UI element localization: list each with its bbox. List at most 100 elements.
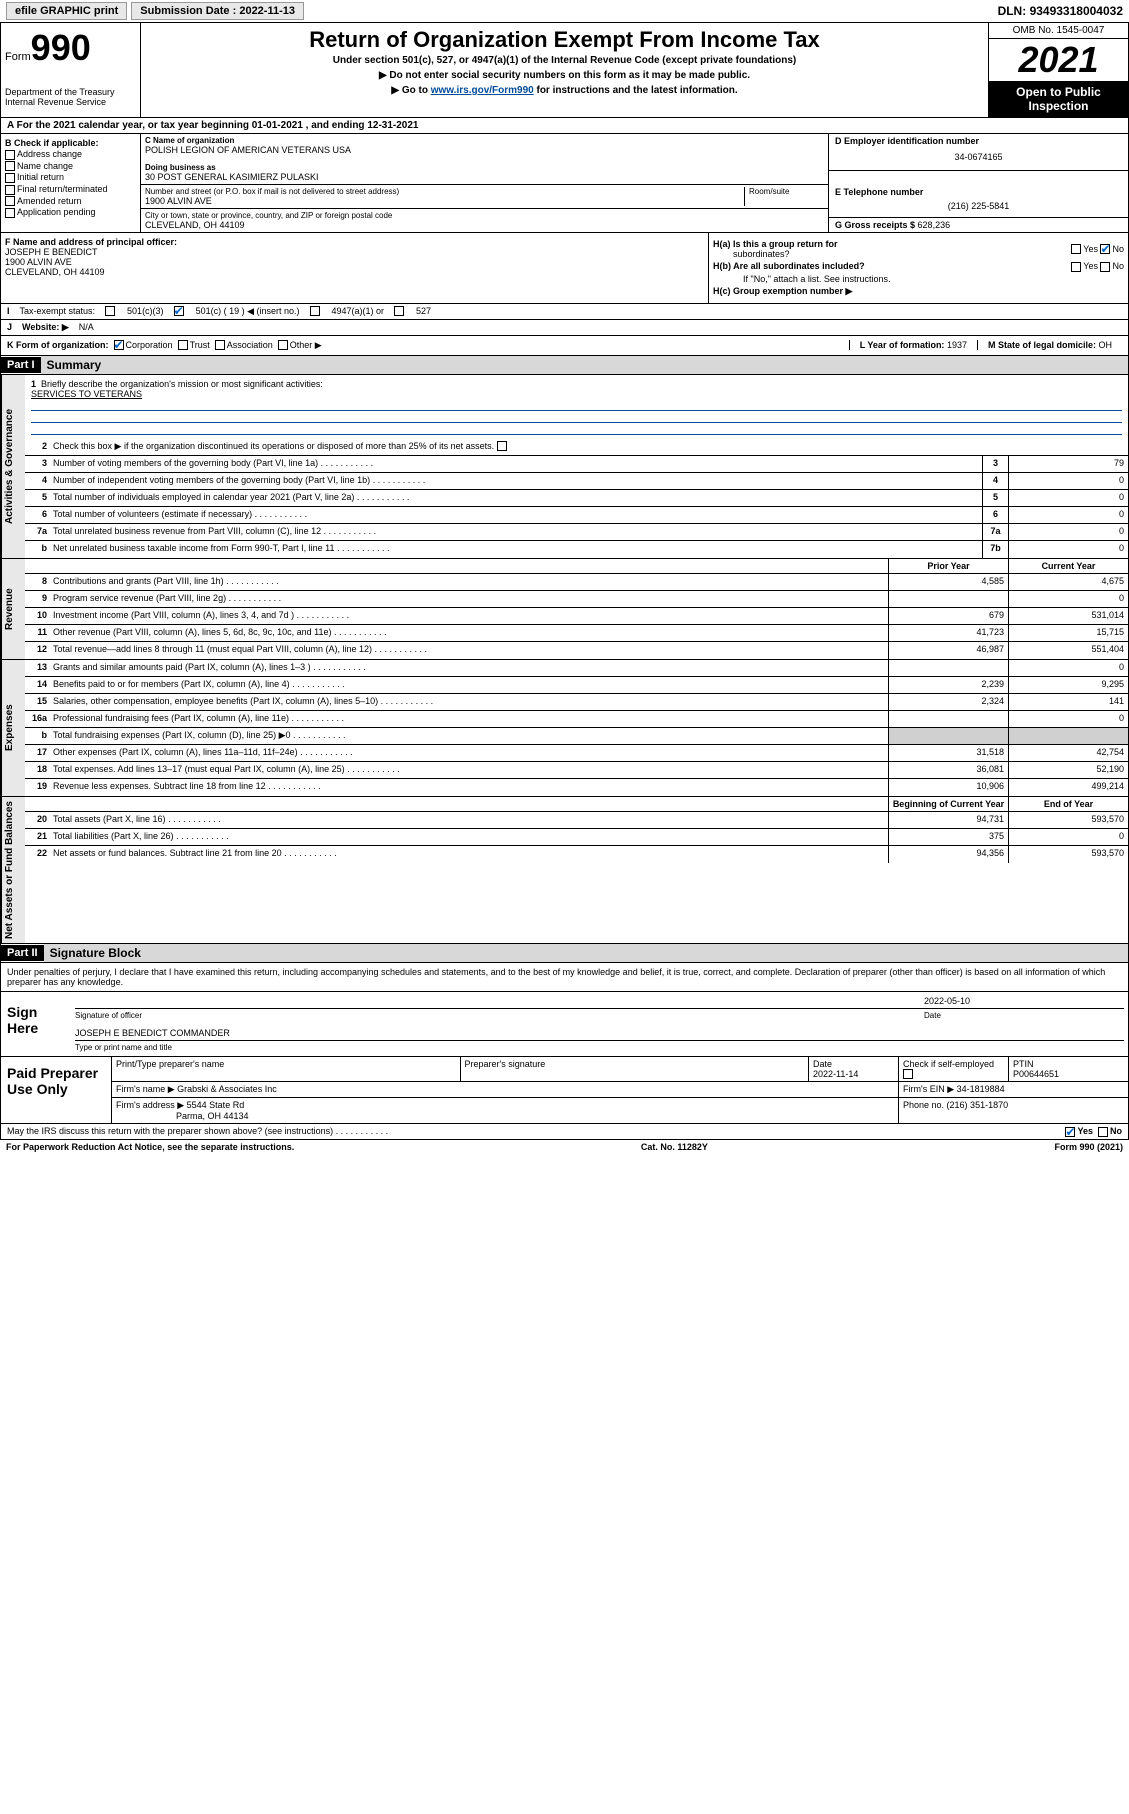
ha-sub: subordinates?: [733, 249, 790, 259]
i-row: I Tax-exempt status: 501(c)(3) 501(c) ( …: [0, 304, 1129, 320]
row-prior: 2,239: [888, 677, 1008, 693]
chk-initial-return[interactable]: Initial return: [5, 172, 136, 183]
row-prior: [888, 711, 1008, 727]
row-desc: Contributions and grants (Part VIII, lin…: [51, 574, 888, 590]
row-current: 4,675: [1008, 574, 1128, 590]
irs-link[interactable]: www.irs.gov/Form990: [431, 85, 534, 96]
row-desc: Professional fundraising fees (Part IX, …: [51, 711, 888, 727]
sig-officer-label: Signature of officer: [75, 1011, 924, 1020]
instruction-1: ▶ Do not enter social security numbers o…: [145, 70, 984, 81]
opt-501c: 501(c) ( 19 ) ◀ (insert no.): [196, 306, 300, 317]
row-current: 531,014: [1008, 608, 1128, 624]
firm-ein-value: 34-1819884: [957, 1084, 1005, 1094]
ha-yes-check[interactable]: [1071, 244, 1081, 254]
discuss-no-check[interactable]: [1098, 1127, 1108, 1137]
chk-corporation[interactable]: [114, 340, 124, 350]
chk-association[interactable]: [215, 340, 225, 350]
chk-trust[interactable]: [178, 340, 188, 350]
hb-no-check[interactable]: [1100, 262, 1110, 272]
row-desc: Total expenses. Add lines 13–17 (must eq…: [51, 762, 888, 778]
i-label: Tax-exempt status:: [20, 306, 96, 316]
revenue-section: Revenue Prior Year Current Year 8Contrib…: [0, 559, 1129, 660]
row-current: 52,190: [1008, 762, 1128, 778]
row-desc: Total fundraising expenses (Part IX, col…: [51, 728, 888, 744]
row-current: 593,570: [1008, 812, 1128, 828]
chk-amended-return[interactable]: Amended return: [5, 196, 136, 207]
row-desc: Other revenue (Part VIII, column (A), li…: [51, 625, 888, 641]
row-val: 0: [1008, 473, 1128, 489]
chk-527[interactable]: [394, 306, 404, 316]
officer-sub: Type or print name and title: [75, 1043, 1124, 1052]
ein-label: D Employer identification number: [835, 136, 1122, 146]
row-desc: Total number of individuals employed in …: [51, 490, 982, 506]
city-row: City or town, state or province, country…: [141, 209, 828, 232]
part2-title: Signature Block: [44, 944, 1128, 962]
right-col-2: E Telephone number (216) 225-5841 G Gros…: [828, 185, 1128, 232]
dba-label: Doing business as: [145, 163, 824, 172]
chk-application-pending[interactable]: Application pending: [5, 207, 136, 218]
discuss-row: May the IRS discuss this return with the…: [0, 1124, 1129, 1140]
vtab-netassets: Net Assets or Fund Balances: [1, 797, 25, 943]
row-prior: 679: [888, 608, 1008, 624]
form-num: 990: [31, 27, 91, 68]
chk-501c3[interactable]: [105, 306, 115, 316]
row-prior: 94,731: [888, 812, 1008, 828]
row-prior: 94,356: [888, 846, 1008, 863]
chk-final-return[interactable]: Final return/terminated: [5, 184, 136, 195]
m-cell: M State of legal domicile: OH: [977, 340, 1122, 350]
expenses-section: Expenses 13Grants and similar amounts pa…: [0, 660, 1129, 797]
chk-address-change[interactable]: Address change: [5, 149, 136, 160]
row-current: 141: [1008, 694, 1128, 710]
chk-label: Amended return: [17, 196, 82, 206]
q2-check[interactable]: [497, 441, 507, 451]
signature-intro: Under penalties of perjury, I declare th…: [0, 963, 1129, 992]
row-num: 17: [25, 745, 51, 761]
efile-button[interactable]: efile GRAPHIC print: [6, 2, 127, 20]
data-row: 9Program service revenue (Part VIII, lin…: [25, 591, 1128, 608]
row-prior: 41,723: [888, 625, 1008, 641]
data-row: 21Total liabilities (Part X, line 26)375…: [25, 829, 1128, 846]
row-current: 0: [1008, 829, 1128, 845]
chk-label: Initial return: [17, 172, 64, 182]
top-bar: efile GRAPHIC print Submission Date : 20…: [0, 0, 1129, 22]
col-b-header: B Check if applicable:: [5, 138, 136, 148]
chk-501c[interactable]: [174, 306, 184, 316]
sign-here-block: Sign Here 2022-05-10 Signature of office…: [0, 992, 1129, 1057]
info-grid: B Check if applicable: Address change Na…: [0, 134, 1129, 233]
row-prior: 36,081: [888, 762, 1008, 778]
row-num: 6: [25, 507, 51, 523]
form-title: Return of Organization Exempt From Incom…: [145, 27, 984, 53]
data-row: 11Other revenue (Part VIII, column (A), …: [25, 625, 1128, 642]
row-num: 9: [25, 591, 51, 607]
row-desc: Benefits paid to or for members (Part IX…: [51, 677, 888, 693]
chk-label: Application pending: [17, 207, 96, 217]
hc-label: H(c) Group exemption number ▶: [713, 286, 852, 297]
vtab-expenses: Expenses: [1, 660, 25, 796]
self-employed-check[interactable]: [903, 1069, 913, 1079]
row-prior: 375: [888, 829, 1008, 845]
omb-number: OMB No. 1545-0047: [989, 23, 1128, 39]
row-desc: Number of independent voting members of …: [51, 473, 982, 489]
chk-other[interactable]: [278, 340, 288, 350]
f-officer-box: F Name and address of principal officer:…: [1, 233, 708, 303]
chk-name-change[interactable]: Name change: [5, 161, 136, 172]
yes-label: Yes: [1077, 1126, 1093, 1136]
firm-ein-cell: Firm's EIN ▶ 34-1819884: [898, 1082, 1128, 1097]
opt-assoc: Association: [227, 340, 273, 350]
prep-name-label: Print/Type preparer's name: [111, 1057, 460, 1082]
data-row: bTotal fundraising expenses (Part IX, co…: [25, 728, 1128, 745]
firm-phone-value: (216) 351-1870: [947, 1100, 1009, 1110]
row-num: 13: [25, 660, 51, 676]
line-a: A For the 2021 calendar year, or tax yea…: [0, 118, 1129, 134]
chk-4947[interactable]: [310, 306, 320, 316]
gov-row: 6Total number of volunteers (estimate if…: [25, 507, 1128, 524]
row-desc: Revenue less expenses. Subtract line 18 …: [51, 779, 888, 796]
row-num: 11: [25, 625, 51, 641]
row-desc: Investment income (Part VIII, column (A)…: [51, 608, 888, 624]
discuss-yes-check[interactable]: [1065, 1127, 1075, 1137]
row-prior: 10,906: [888, 779, 1008, 796]
hb-yes-check[interactable]: [1071, 262, 1081, 272]
gross-cell: G Gross receipts $ 628,236: [829, 218, 1128, 232]
org-name-cell: C Name of organization POLISH LEGION OF …: [141, 134, 828, 185]
ha-no-check[interactable]: [1100, 244, 1110, 254]
